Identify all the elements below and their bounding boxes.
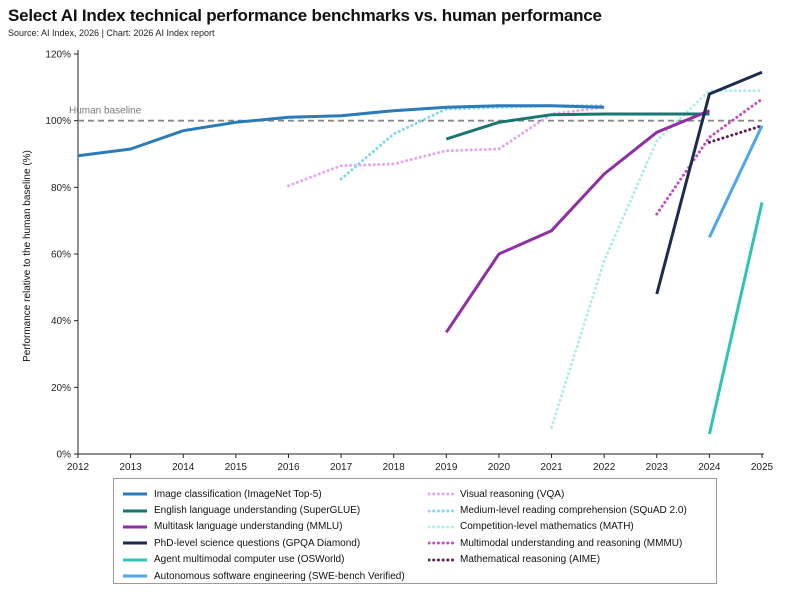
y-tick-label: 100% (45, 116, 71, 127)
chart-subtitle: Source: AI Index, 2026 | Chart: 2026 AI … (8, 28, 215, 38)
legend-label: Multitask language understanding (MMLU) (154, 521, 343, 533)
legend-item: Medium-level reading comprehension (SQuA… (428, 502, 718, 518)
legend-label: Mathematical reasoning (AIME) (460, 554, 601, 566)
x-tick-label: 2018 (383, 462, 406, 473)
legend-swatch (123, 509, 147, 513)
series-line-image-classification-imagenet-top-5 (77, 104, 605, 158)
x-tick-label: 2015 (225, 462, 248, 473)
series-line-visual-reasoning-vqa (287, 105, 606, 188)
legend-item: Visual reasoning (VQA) (428, 486, 718, 502)
legend-item: English language understanding (SuperGLU… (122, 502, 428, 518)
x-tick-label: 2023 (646, 462, 669, 473)
series-line-autonomous-software-engineering-swe-bench-verified (708, 125, 764, 238)
series-line-mathematical-reasoning-aime (707, 124, 764, 144)
series-line-phd-level-science-questions-gpqa-diamond (655, 70, 763, 295)
legend-label: Medium-level reading comprehension (SQuA… (460, 505, 687, 517)
human-baseline-label: Human baseline (69, 106, 142, 117)
y-axis-label: Performance relative to the human baseli… (22, 150, 33, 362)
line-chart: 0% 20% 40% 60% 80% 100% 120% 2012 2013 2014 2015 20… (22, 50, 774, 474)
legend-item: PhD-level science questions (GPQA Diamon… (122, 535, 428, 551)
y-tick-label: 40% (51, 316, 71, 327)
legend-swatch (428, 509, 454, 513)
x-tick-label: 2024 (698, 462, 721, 473)
x-tick-label: 2016 (277, 462, 300, 473)
x-tick-label: 2013 (119, 462, 142, 473)
y-tick-label: 20% (51, 383, 71, 394)
x-tick-label: 2014 (172, 462, 195, 473)
legend-item: Autonomous software engineering (SWE-ben… (122, 568, 428, 584)
x-tick-label: 2019 (435, 462, 458, 473)
legend-swatch (428, 541, 454, 545)
y-tick-label: 80% (51, 183, 71, 194)
series-line-english-language-understanding-superglue (445, 112, 710, 141)
legend-item: Multitask language understanding (MMLU) (122, 519, 428, 535)
legend-label: English language understanding (SuperGLU… (154, 505, 361, 517)
x-tick-label: 2022 (593, 462, 616, 473)
series-line-agent-multimodal-computer-use-osworld (707, 201, 764, 435)
y-tick-label: 120% (45, 50, 71, 61)
x-tick-label: 2012 (67, 462, 90, 473)
legend-label: Image classification (ImageNet Top-5) (154, 488, 322, 500)
legend-item: Competition-level mathematics (MATH) (428, 519, 718, 535)
legend-swatch (123, 525, 147, 529)
chart-series (77, 70, 764, 435)
legend-item: Multimodal understanding and reasoning (… (428, 535, 718, 551)
legend-swatch (428, 492, 454, 496)
chart-legend: Image classification (ImageNet Top-5) Eng… (113, 478, 717, 584)
x-tick-label: 2021 (540, 462, 563, 473)
legend-swatch (123, 558, 147, 562)
legend-label: PhD-level science questions (GPQA Diamon… (154, 537, 361, 549)
chart-axes: 0% 20% 40% 60% 80% 100% 120% 2012 2013 2014 2015 20… (22, 50, 774, 474)
legend-item: Mathematical reasoning (AIME) (428, 552, 718, 568)
series-line-multitask-language-understanding-mmlu (445, 109, 710, 334)
series-line-competition-level-mathematics-math (550, 89, 764, 429)
series-line-medium-level-reading-comprehension-squad-2-0 (339, 104, 606, 181)
x-tick-label: 2017 (330, 462, 353, 473)
legend-item: Agent multimodal computer use (OSWorld) (122, 552, 428, 568)
y-tick-label: 60% (51, 250, 71, 261)
series-line-multimodal-understanding-and-reasoning-mmmu (655, 97, 764, 216)
legend-item: Image classification (ImageNet Top-5) (122, 486, 428, 502)
chart-title: Select AI Index technical performance be… (8, 6, 602, 25)
legend-label: Visual reasoning (VQA) (460, 488, 565, 500)
legend-swatch (428, 558, 454, 562)
legend-swatch (123, 492, 147, 496)
y-tick-label: 0% (57, 450, 72, 461)
legend-swatch (428, 525, 454, 529)
legend-label: Multimodal understanding and reasoning (… (460, 537, 683, 549)
legend-swatch (123, 541, 147, 545)
legend-label: Competition-level mathematics (MATH) (460, 521, 634, 533)
x-tick-label: 2025 (751, 462, 774, 473)
legend-swatch (123, 574, 147, 578)
x-tick-label: 2020 (488, 462, 511, 473)
legend-label: Agent multimodal computer use (OSWorld) (154, 554, 345, 566)
legend-label: Autonomous software engineering (SWE-ben… (154, 570, 405, 582)
